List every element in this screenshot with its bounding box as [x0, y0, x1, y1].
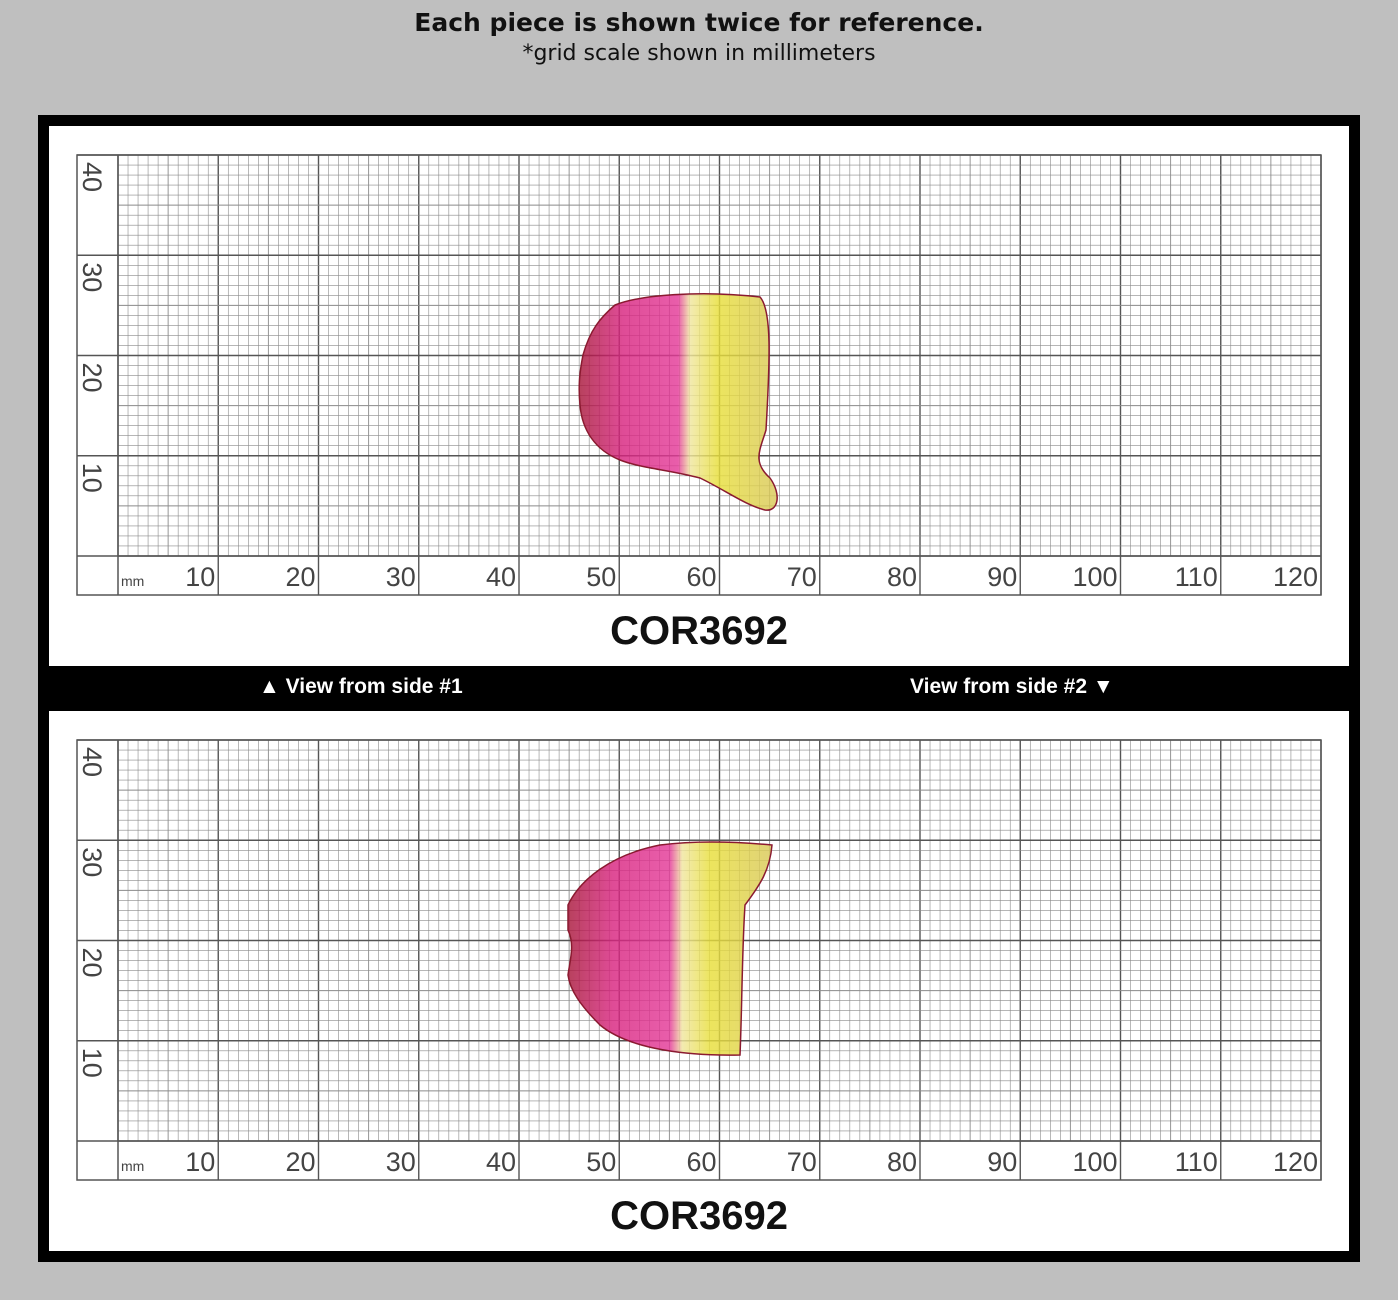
- frame: mm 10 20 30 40 50 60 70 80 90 100 110 120 10 20 30 40 COR…: [38, 115, 1360, 1262]
- x-scale-label: 10: [185, 562, 215, 592]
- x-scale-label: 60: [686, 562, 716, 592]
- x-scale-label: 30: [386, 562, 416, 592]
- x-scale-label: 110: [1175, 1147, 1218, 1177]
- x-scale-label: 110: [1175, 562, 1218, 592]
- y-scale-label: 30: [77, 262, 107, 292]
- unit-label: mm: [121, 573, 144, 589]
- x-scale-label: 100: [1072, 1147, 1117, 1177]
- x-scale-label: 70: [787, 1147, 817, 1177]
- x-scale-label: 60: [686, 1147, 716, 1177]
- y-scale-label: 20: [77, 362, 107, 392]
- x-scale-label: 90: [987, 1147, 1017, 1177]
- y-scale-label: 40: [77, 162, 107, 192]
- x-scale-label: 120: [1273, 562, 1318, 592]
- x-scale-label: 20: [285, 562, 315, 592]
- product-code: COR3692: [610, 609, 788, 653]
- side-label: ▲ View from side #1: [259, 675, 463, 698]
- y-scale-label: 10: [77, 463, 107, 493]
- x-scale-label: 50: [586, 562, 616, 592]
- panel: mm 10 20 30 40 50 60 70 80 90 100 110 120 10 20 30 40 COR…: [49, 711, 1349, 1251]
- grid-sheet: mm 10 20 30 40 50 60 70 80 90 100 110 120 10 20 30 40 COR…: [76, 154, 1322, 653]
- x-scale-label: 50: [586, 1147, 616, 1177]
- y-scale-label: 20: [77, 947, 107, 977]
- scale-border: [76, 154, 1322, 596]
- x-scale-label: 120: [1273, 1147, 1318, 1177]
- y-scale-label: 40: [77, 747, 107, 777]
- subtitle: *grid scale shown in millimeters: [522, 41, 876, 66]
- x-scale-label: 80: [887, 562, 917, 592]
- gem: [567, 841, 773, 1056]
- x-scale-label: 10: [185, 1147, 215, 1177]
- x-scale-label: 40: [486, 1147, 516, 1177]
- x-scale-label: 80: [887, 1147, 917, 1177]
- panel: mm 10 20 30 40 50 60 70 80 90 100 110 120 10 20 30 40 COR…: [49, 126, 1349, 666]
- product-code: COR3692: [610, 1194, 788, 1238]
- scale-border: [76, 739, 1322, 1181]
- side-label: View from side #2 ▼: [910, 675, 1114, 698]
- y-scale-label: 30: [77, 847, 107, 877]
- y-scale-label: 10: [77, 1048, 107, 1078]
- x-scale-label: 20: [285, 1147, 315, 1177]
- x-scale-label: 100: [1072, 562, 1117, 592]
- gem: [578, 292, 778, 511]
- x-scale-label: 70: [787, 562, 817, 592]
- x-scale-label: 90: [987, 562, 1017, 592]
- x-scale-label: 30: [386, 1147, 416, 1177]
- x-scale-label: 40: [486, 562, 516, 592]
- grid-sheet: mm 10 20 30 40 50 60 70 80 90 100 110 120 10 20 30 40 COR…: [76, 739, 1322, 1238]
- title: Each piece is shown twice for reference.: [414, 8, 984, 37]
- unit-label: mm: [121, 1158, 144, 1174]
